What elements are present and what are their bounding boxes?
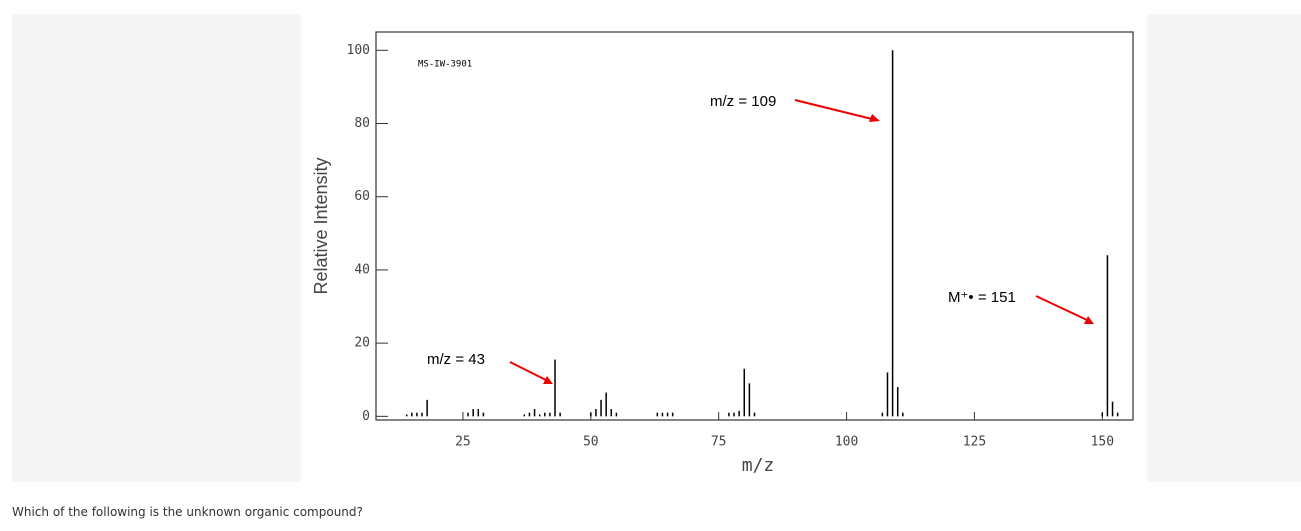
y-tick-label: 0 — [362, 409, 370, 424]
plot-frame — [375, 31, 1134, 421]
y-tick-label: 40 — [354, 262, 370, 277]
y-axis-label: Relative Intensity — [311, 157, 331, 294]
question-text: Which of the following is the unknown or… — [12, 505, 363, 519]
side-panel — [1147, 14, 1301, 482]
spectrum-code: MS-IW-3901 — [418, 60, 472, 70]
y-tick-label: 20 — [354, 336, 370, 351]
arrow — [794, 99, 873, 120]
arrow — [1035, 295, 1088, 321]
annotation: M⁺• = 151 — [948, 289, 1016, 306]
x-tick-label: 100 — [835, 435, 858, 450]
arrow-head — [543, 376, 553, 384]
x-tick-label: 75 — [711, 435, 727, 450]
y-tick-label: 80 — [354, 116, 370, 131]
annotation: m/z = 109 — [710, 93, 776, 110]
x-tick-label: 125 — [963, 435, 986, 450]
x-axis-label: m/z — [742, 455, 775, 476]
x-tick-label: 50 — [583, 435, 599, 450]
y-tick-label: 60 — [354, 189, 370, 204]
arrow — [509, 361, 547, 381]
side-panel — [12, 14, 301, 482]
arrow-head — [869, 114, 880, 122]
arrow-head — [1084, 316, 1094, 324]
annotation: m/z = 43 — [427, 351, 485, 368]
x-tick-label: 150 — [1091, 435, 1114, 450]
chart: MS-IW-3901 m/z = 109 m/z = 43 M⁺• = 151 … — [311, 31, 1134, 476]
y-tick-label: 100 — [347, 43, 370, 58]
x-tick-label: 25 — [455, 435, 471, 450]
